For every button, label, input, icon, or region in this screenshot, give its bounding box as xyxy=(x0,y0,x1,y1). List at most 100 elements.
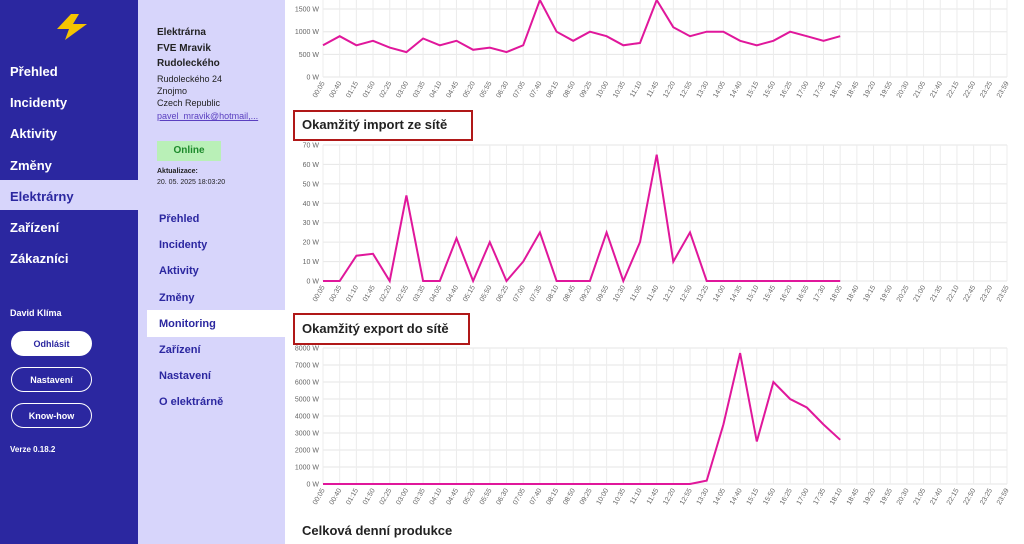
nav-item[interactable]: Incidenty xyxy=(10,95,68,111)
x-tick-label: 23:59 xyxy=(996,80,1011,99)
x-tick-label: 23:25 xyxy=(979,487,994,506)
x-tick-label: 12:50 xyxy=(679,284,694,303)
nav-item[interactable]: Zařízení xyxy=(10,220,60,235)
x-tick-label: 02:25 xyxy=(379,487,394,506)
x-tick-label: 05:20 xyxy=(462,487,477,506)
x-tick-label: 11:10 xyxy=(629,487,644,505)
x-tick-label: 06:30 xyxy=(495,80,510,99)
y-tick-label: 7000 W xyxy=(295,363,320,370)
x-tick-label: 21:05 xyxy=(912,80,927,99)
nav-item[interactable]: Přehled xyxy=(10,64,58,79)
x-tick-label: 06:25 xyxy=(495,284,510,303)
x-tick-label: 21:35 xyxy=(929,284,944,303)
x-tick-label: 21:00 xyxy=(912,284,927,303)
x-tick-label: 15:15 xyxy=(746,80,761,99)
plant-address: Czech Republic xyxy=(157,98,221,108)
y-tick-label: 50 W xyxy=(303,181,320,188)
x-tick-label: 13:30 xyxy=(696,80,711,99)
x-tick-label: 09:25 xyxy=(579,80,594,99)
nav-item[interactable]: Zákazníci xyxy=(10,251,69,267)
x-tick-label: 18:10 xyxy=(829,487,844,506)
button[interactable]: Know-how xyxy=(11,403,92,428)
email-link[interactable]: pavel_mravik@hotmail,... xyxy=(157,111,259,121)
x-tick-label: 00:40 xyxy=(329,487,344,506)
plant-menu-item[interactable]: Přehled xyxy=(159,213,200,225)
x-tick-label: 04:45 xyxy=(445,487,460,506)
x-tick-label: 04:40 xyxy=(445,284,460,303)
y-tick-label: 6000 W xyxy=(295,380,320,387)
main-nav: Přehled Incidenty Aktivity Změny Elektrárny Z… xyxy=(0,0,138,544)
x-tick-label: 00:40 xyxy=(329,80,344,99)
button-label: Nastavení xyxy=(30,374,73,385)
x-tick-label: 16:25 xyxy=(779,487,794,506)
x-tick-label: 10:35 xyxy=(612,80,627,99)
x-tick-label: 07:05 xyxy=(512,487,527,506)
logo xyxy=(57,14,87,40)
x-tick-label: 22:10 xyxy=(946,284,961,303)
data-line xyxy=(323,352,841,485)
x-tick-label: 09:55 xyxy=(596,284,611,303)
x-tick-label: 21:40 xyxy=(929,80,944,99)
active-bg xyxy=(147,309,285,337)
y-tick-label: 1000 W xyxy=(295,29,320,36)
y-tick-label: 10 W xyxy=(303,259,320,266)
x-tick-label: 05:20 xyxy=(462,80,477,99)
x-tick-label: 17:35 xyxy=(812,80,827,99)
plant-menu-item[interactable]: Aktivity xyxy=(159,265,199,278)
user-name: David Klíma xyxy=(10,308,62,318)
plant-menu-item[interactable]: Monitoring xyxy=(159,317,216,330)
x-tick-label: 22:50 xyxy=(963,487,978,506)
x-tick-label: 17:00 xyxy=(796,80,811,99)
x-tick-label: 14:05 xyxy=(712,80,727,99)
button-label: Odhlásit xyxy=(33,338,70,349)
x-tick-label: 23:25 xyxy=(979,80,994,99)
x-tick-label: 19:50 xyxy=(879,284,894,303)
x-tick-label: 03:00 xyxy=(395,487,410,506)
x-tick-label: 13:30 xyxy=(696,487,711,506)
x-tick-label: 20:30 xyxy=(896,80,911,99)
x-tick-label: 12:55 xyxy=(679,80,694,99)
x-tick-label: 08:45 xyxy=(562,284,577,303)
button[interactable]: Odhlásit xyxy=(11,331,92,356)
nav-item[interactable]: Změny xyxy=(10,157,52,173)
x-tick-label: 19:20 xyxy=(862,487,877,506)
x-tick-label: 09:25 xyxy=(579,487,594,506)
y-tick-label: 8000 W xyxy=(295,346,320,353)
plant-address: Rudoleckého 24 xyxy=(157,74,223,84)
x-tick-label: 08:15 xyxy=(545,487,560,506)
x-tick-label: 17:00 xyxy=(796,487,811,506)
plant-address: Znojmo xyxy=(157,86,188,96)
x-tick-label: 12:20 xyxy=(662,80,677,99)
x-tick-label: 18:45 xyxy=(846,487,861,506)
x-tick-label: 07:05 xyxy=(512,80,527,99)
plant-menu-item[interactable]: Incidenty xyxy=(159,239,208,252)
x-tick-label: 01:50 xyxy=(362,487,377,506)
x-tick-label: 22:15 xyxy=(946,80,961,99)
plant-menu-item[interactable]: O elektrárně xyxy=(159,396,224,409)
x-tick-label: 23:20 xyxy=(979,284,994,303)
x-tick-label: 19:55 xyxy=(879,487,894,506)
plant-menu-item[interactable]: Zařízení xyxy=(159,344,201,356)
y-tick-label: 20 W xyxy=(303,240,320,247)
plant-menu-item[interactable]: Změny xyxy=(159,291,195,304)
y-tick-label: 0 W xyxy=(307,279,320,286)
x-tick-label: 11:45 xyxy=(646,80,661,98)
button[interactable]: Nastavení xyxy=(11,367,92,392)
plant-menu-item[interactable]: Nastavení xyxy=(159,370,211,383)
y-tick-label: 40 W xyxy=(303,201,320,208)
x-tick-label: 20:25 xyxy=(896,284,911,303)
x-tick-label: 18:05 xyxy=(829,284,844,303)
x-tick-label: 04:05 xyxy=(429,284,444,303)
x-tick-label: 14:05 xyxy=(712,487,727,506)
x-tick-label: 14:00 xyxy=(712,284,727,303)
y-tick-label: 1000 W xyxy=(295,465,320,472)
x-tick-label: 19:55 xyxy=(879,80,894,99)
x-tick-label: 04:45 xyxy=(445,80,460,99)
nav-item[interactable]: Elektrárny xyxy=(10,188,74,204)
x-tick-label: 14:40 xyxy=(729,80,744,99)
nav-item[interactable]: Aktivity xyxy=(10,126,57,142)
x-tick-label: 10:35 xyxy=(612,487,627,506)
x-tick-label: 23:55 xyxy=(996,284,1011,303)
x-tick-label: 01:50 xyxy=(362,80,377,99)
x-tick-label: 10:00 xyxy=(596,487,611,506)
